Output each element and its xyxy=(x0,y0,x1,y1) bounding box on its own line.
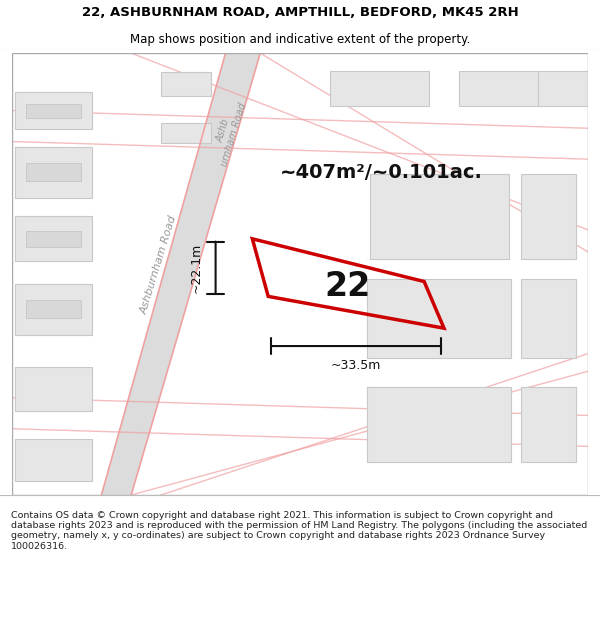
Bar xyxy=(15,147,92,198)
Text: Ashburnham Road: Ashburnham Road xyxy=(139,214,179,316)
Text: ~407m²/~0.101ac.: ~407m²/~0.101ac. xyxy=(280,163,483,182)
Polygon shape xyxy=(101,53,260,495)
Bar xyxy=(521,174,575,259)
Text: Ashb
urnham Road: Ashb urnham Road xyxy=(209,98,248,168)
Bar xyxy=(330,71,429,106)
Bar xyxy=(15,216,92,261)
Bar xyxy=(26,231,81,247)
Bar xyxy=(15,367,92,411)
Bar xyxy=(15,439,92,481)
Text: Map shows position and indicative extent of the property.: Map shows position and indicative extent… xyxy=(130,32,470,46)
Bar xyxy=(521,279,575,358)
Bar xyxy=(26,104,81,118)
Text: ~33.5m: ~33.5m xyxy=(331,359,381,372)
Bar xyxy=(459,71,538,106)
Bar xyxy=(367,279,511,358)
Text: 22: 22 xyxy=(324,270,370,302)
Bar xyxy=(26,164,81,181)
Bar xyxy=(521,387,575,461)
Bar xyxy=(367,387,511,461)
Bar xyxy=(538,71,588,106)
Bar xyxy=(161,72,211,96)
Text: 22, ASHBURNHAM ROAD, AMPTHILL, BEDFORD, MK45 2RH: 22, ASHBURNHAM ROAD, AMPTHILL, BEDFORD, … xyxy=(82,6,518,19)
Bar xyxy=(15,92,92,129)
Bar xyxy=(15,284,92,335)
Text: ~22.1m: ~22.1m xyxy=(189,242,202,292)
Bar xyxy=(370,174,509,259)
Bar xyxy=(161,122,211,142)
Bar xyxy=(26,301,81,318)
Text: Contains OS data © Crown copyright and database right 2021. This information is : Contains OS data © Crown copyright and d… xyxy=(11,511,587,551)
